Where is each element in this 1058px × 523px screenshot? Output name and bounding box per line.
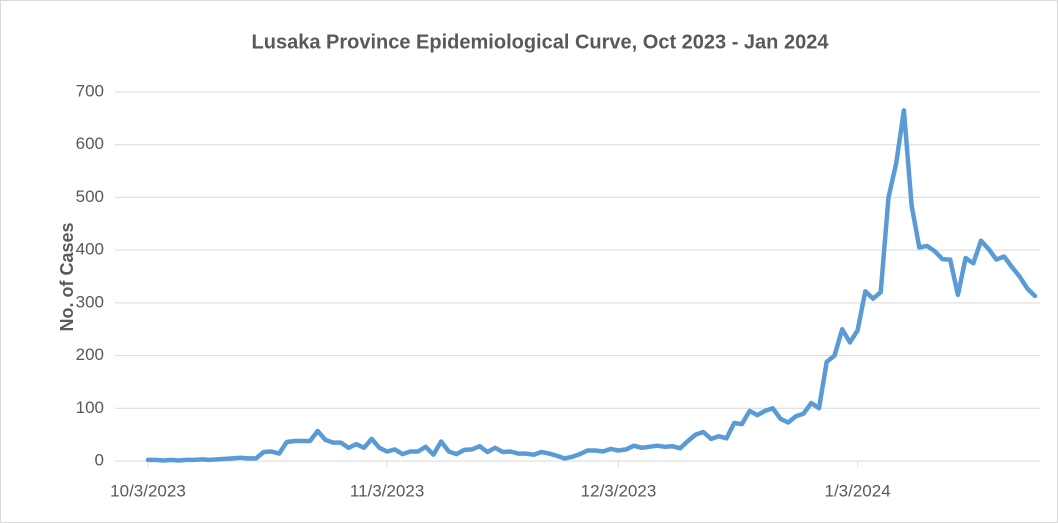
y-tick-label: 200 — [76, 345, 104, 364]
x-tick-label: 1/3/2024 — [825, 481, 891, 500]
y-axis-label: No. of Cases — [57, 222, 77, 331]
x-tick-label: 10/3/2023 — [110, 481, 186, 500]
y-tick-label: 600 — [76, 134, 104, 153]
y-tick-label: 100 — [76, 398, 104, 417]
series-line — [145, 108, 1038, 463]
y-tick-label: 500 — [76, 187, 104, 206]
x-tick-label: 12/3/2023 — [581, 481, 657, 500]
y-tick-label: 400 — [76, 240, 104, 259]
y-tick-label: 0 — [95, 450, 104, 469]
x-tick-label: 11/3/2023 — [350, 481, 424, 500]
y-tick-label: 300 — [76, 292, 104, 311]
chart-title: Lusaka Province Epidemiological Curve, O… — [252, 31, 830, 53]
y-tick-label: 700 — [76, 81, 104, 100]
